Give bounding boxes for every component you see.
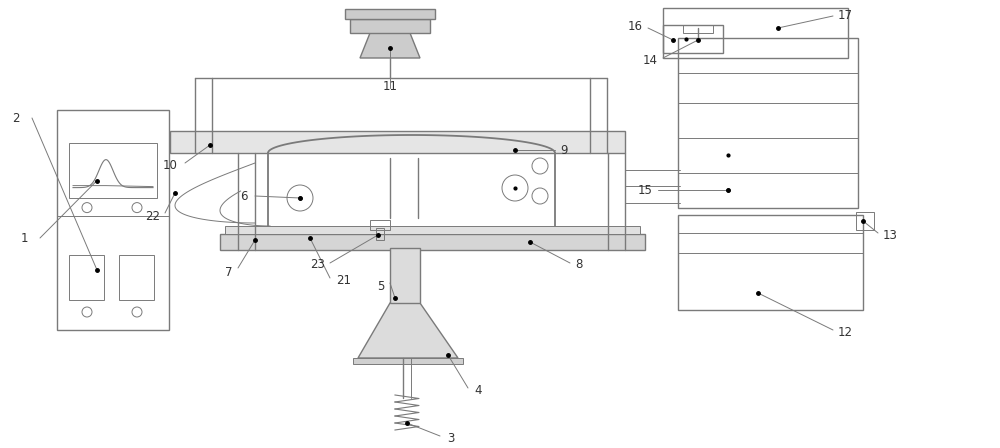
Text: 4: 4	[474, 383, 482, 396]
Bar	[69, 255, 104, 300]
Bar	[220, 234, 645, 250]
Text: 8: 8	[575, 258, 582, 271]
Text: 3: 3	[447, 431, 454, 444]
Bar	[345, 9, 435, 19]
Bar	[350, 19, 430, 33]
Polygon shape	[358, 303, 458, 358]
Text: 17: 17	[838, 9, 853, 22]
Text: 6: 6	[240, 190, 248, 202]
Bar	[856, 212, 874, 230]
Bar	[376, 228, 384, 240]
Bar	[678, 215, 863, 310]
Bar	[353, 358, 463, 364]
Text: 21: 21	[336, 275, 351, 288]
Bar	[119, 255, 154, 300]
Text: 13: 13	[883, 228, 898, 241]
Text: 9: 9	[560, 143, 568, 156]
Bar	[390, 248, 420, 303]
Bar	[663, 25, 723, 53]
Bar	[678, 38, 858, 208]
Text: 15: 15	[638, 184, 653, 197]
Text: 11: 11	[382, 80, 398, 93]
Bar	[663, 8, 848, 58]
Text: 7: 7	[224, 266, 232, 279]
Bar	[370, 220, 390, 230]
Text: 14: 14	[643, 53, 658, 66]
Text: 5: 5	[378, 280, 385, 293]
Text: 10: 10	[163, 159, 178, 172]
Text: 22: 22	[145, 210, 160, 223]
Text: 2: 2	[12, 112, 20, 125]
Polygon shape	[360, 33, 420, 58]
Bar	[57, 110, 169, 330]
Bar	[683, 25, 713, 33]
Text: 23: 23	[310, 258, 325, 271]
Bar	[225, 226, 640, 234]
Text: 16: 16	[628, 20, 643, 33]
Text: 12: 12	[838, 327, 853, 340]
Bar	[69, 142, 157, 198]
Text: 1: 1	[20, 232, 28, 245]
Bar	[170, 131, 625, 153]
